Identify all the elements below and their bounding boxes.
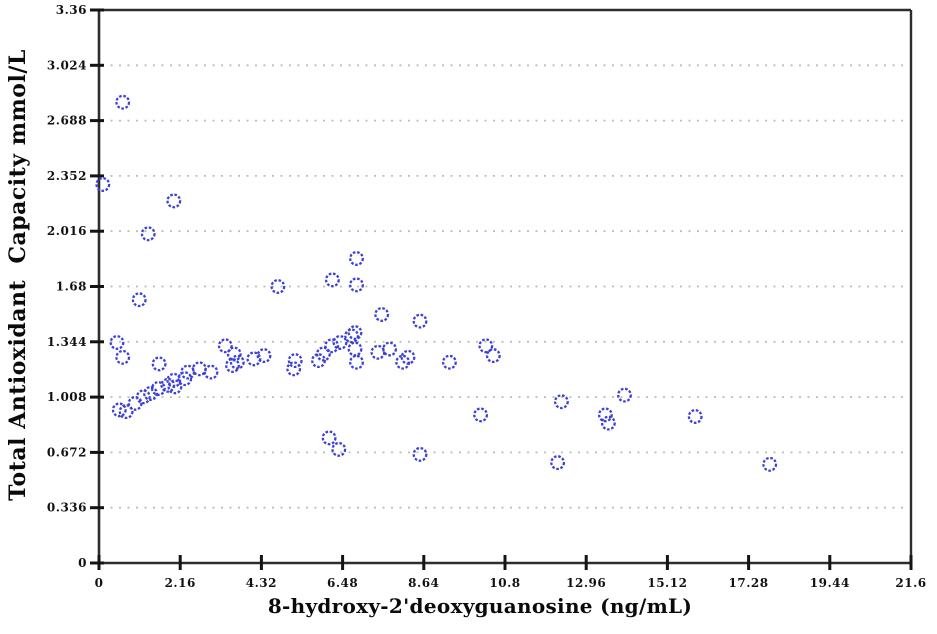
- data-point: [166, 372, 182, 388]
- x-tick-label: 4.32: [246, 576, 277, 590]
- data-point: [131, 292, 147, 308]
- data-point: [270, 279, 286, 294]
- data-point: [485, 348, 501, 364]
- data-point: [553, 394, 569, 410]
- data-point: [118, 404, 134, 420]
- data-point: [166, 193, 182, 209]
- data-point: [286, 361, 302, 377]
- data-point: [150, 381, 166, 396]
- data-point: [597, 407, 613, 423]
- data-point: [311, 353, 326, 369]
- data-point: [331, 441, 347, 457]
- data-point: [550, 455, 566, 471]
- y-tick-label: 2.352: [47, 169, 87, 183]
- data-point: [321, 430, 337, 446]
- data-point: [478, 338, 494, 354]
- y-tick-label: 3.024: [47, 58, 87, 72]
- x-tick-label: 12.96: [566, 576, 606, 590]
- y-tick-label: 3.36: [56, 3, 87, 17]
- x-tick-label: 8.64: [408, 576, 439, 590]
- data-point: [600, 415, 616, 431]
- x-tick-label: 2.16: [165, 576, 196, 590]
- data-point: [441, 354, 457, 370]
- data-point: [226, 346, 242, 362]
- data-point: [315, 346, 331, 362]
- data-point: [382, 341, 398, 357]
- data-point: [349, 251, 364, 266]
- y-axis-title: Total Antioxidant Capacity mmol/L: [5, 49, 31, 501]
- data-point: [287, 353, 303, 369]
- data-point: [127, 395, 143, 411]
- x-tick-label: 17.28: [729, 576, 769, 590]
- data-point: [374, 307, 390, 322]
- data-point: [111, 402, 127, 418]
- data-point: [246, 351, 262, 367]
- x-tick-label: 10.8: [489, 576, 520, 590]
- data-point: [229, 354, 245, 370]
- data-point: [151, 356, 167, 372]
- data-point: [412, 313, 428, 329]
- x-tick-label: 6.48: [327, 576, 358, 590]
- x-tick-label: 0: [95, 576, 104, 590]
- x-axis-title: 8-hydroxy-2'deoxyguanosine (ng/mL): [267, 594, 693, 618]
- data-point: [167, 379, 183, 395]
- y-tick-label: 2.016: [47, 224, 87, 238]
- data-point: [140, 226, 156, 242]
- data-point: [349, 354, 364, 370]
- data-point: [349, 277, 364, 293]
- data-point: [324, 272, 340, 288]
- data-point: [344, 328, 360, 344]
- data-point: [135, 389, 151, 405]
- data-point: [370, 344, 386, 360]
- data-point: [160, 377, 176, 393]
- data-point: [203, 364, 219, 380]
- data-point: [617, 387, 632, 403]
- data-point: [347, 341, 363, 357]
- data-point: [347, 325, 363, 341]
- y-tick-label: 2.688: [47, 114, 87, 128]
- data-point: [687, 409, 703, 424]
- data-point: [256, 348, 272, 364]
- data-point: [332, 335, 348, 350]
- data-point: [412, 446, 428, 462]
- data-point: [225, 358, 240, 373]
- data-point: [762, 456, 778, 472]
- data-point: [473, 407, 489, 423]
- data-point: [109, 335, 125, 350]
- data-point: [217, 338, 233, 354]
- y-tick-label: 1.68: [56, 280, 87, 294]
- data-point: [115, 349, 131, 365]
- x-tick-label: 15.12: [647, 576, 687, 590]
- data-point: [395, 354, 411, 370]
- y-tick-label: 1.008: [47, 390, 87, 404]
- data-point: [180, 364, 196, 380]
- y-tick-label: 0.672: [47, 445, 87, 459]
- x-tick-label: 19.44: [810, 576, 850, 590]
- y-tick-label: 0.336: [47, 501, 87, 515]
- y-tick-label: 1.344: [47, 335, 87, 349]
- x-tick-label: 21.6: [895, 576, 926, 590]
- data-point: [143, 386, 158, 401]
- data-point: [400, 349, 416, 365]
- data-point: [324, 338, 340, 354]
- data-point: [115, 94, 131, 110]
- y-tick-label: 0: [78, 556, 87, 570]
- data-point: [95, 177, 111, 192]
